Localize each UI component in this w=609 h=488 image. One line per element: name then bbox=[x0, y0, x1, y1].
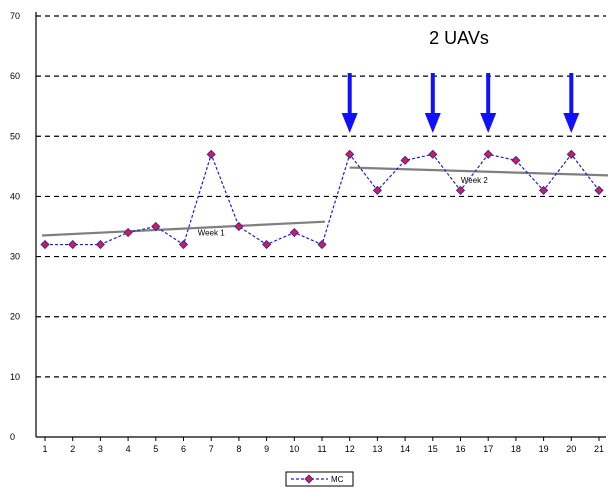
x-tick-label: 19 bbox=[539, 444, 549, 454]
arrow-head bbox=[563, 113, 580, 133]
series-point bbox=[317, 239, 327, 250]
y-tick-label: 60 bbox=[10, 71, 20, 81]
x-tick-label: 4 bbox=[126, 444, 131, 454]
arrow-shaft bbox=[347, 73, 352, 115]
y-tick-label: 30 bbox=[10, 252, 20, 262]
x-tick-label: 15 bbox=[428, 444, 438, 454]
series-point bbox=[262, 239, 272, 250]
x-tick-label: 1 bbox=[42, 444, 47, 454]
x-tick-label: 12 bbox=[345, 444, 355, 454]
x-tick-label: 14 bbox=[400, 444, 410, 454]
series-point bbox=[428, 149, 438, 159]
series-point bbox=[151, 221, 161, 232]
x-tick-label: 18 bbox=[511, 444, 521, 454]
y-tick-label: 20 bbox=[10, 312, 20, 322]
y-tick-label: 10 bbox=[10, 372, 20, 382]
x-tick-label: 9 bbox=[264, 444, 269, 454]
arrow-shaft bbox=[486, 73, 491, 115]
y-tick-label: 70 bbox=[10, 11, 20, 21]
x-tick-label: 2 bbox=[70, 444, 75, 454]
arrow-layer bbox=[341, 73, 580, 133]
trend-line bbox=[349, 166, 609, 177]
arrow-shaft bbox=[430, 73, 435, 115]
x-tick-label: 7 bbox=[209, 444, 214, 454]
x-tick-label: 5 bbox=[153, 444, 158, 454]
x-tick-label: 16 bbox=[455, 444, 465, 454]
series-point bbox=[539, 185, 549, 195]
series-point bbox=[372, 185, 382, 195]
series-point bbox=[511, 155, 521, 165]
series-layer bbox=[40, 149, 604, 250]
x-tick-label: 11 bbox=[317, 444, 326, 454]
y-tick-label: 50 bbox=[10, 131, 20, 141]
arrow-head bbox=[480, 113, 497, 133]
series-point bbox=[40, 239, 50, 250]
y-tick-label: 40 bbox=[10, 191, 20, 201]
trend-label: Week 1 bbox=[198, 229, 226, 238]
series-point bbox=[123, 227, 133, 238]
series-point bbox=[68, 239, 78, 250]
series-point bbox=[566, 149, 576, 159]
series-point bbox=[345, 149, 355, 159]
x-tick-label: 10 bbox=[289, 444, 299, 454]
trend-line bbox=[41, 220, 326, 237]
series-point bbox=[594, 185, 604, 195]
legend-frame bbox=[285, 471, 354, 487]
x-tick-label: 3 bbox=[98, 444, 103, 454]
legend-marker bbox=[304, 474, 314, 484]
x-tick-label: 6 bbox=[181, 444, 186, 454]
x-tick-label: 17 bbox=[483, 444, 493, 454]
series-point bbox=[289, 227, 299, 238]
legend-label: MC bbox=[331, 475, 344, 484]
legend: MC bbox=[285, 471, 354, 487]
x-tick-label: 13 bbox=[372, 444, 382, 454]
series-point bbox=[206, 149, 216, 159]
x-tick-label: 21 bbox=[594, 444, 604, 454]
arrow-head bbox=[341, 113, 358, 133]
series-point bbox=[455, 185, 466, 195]
arrow-shaft bbox=[569, 73, 574, 115]
x-tick-label: 8 bbox=[236, 444, 241, 454]
y-tick-label: 0 bbox=[10, 432, 15, 442]
series-point bbox=[234, 221, 244, 232]
chart-title: 2 UAVs bbox=[429, 28, 489, 48]
grid-layer bbox=[36, 15, 606, 378]
arrow-head bbox=[424, 113, 441, 133]
trend-layer: Week 1 Week 2 bbox=[41, 166, 609, 238]
series-point bbox=[483, 149, 493, 159]
trend-label: Week 2 bbox=[461, 176, 489, 185]
series-point bbox=[178, 239, 189, 250]
x-tick-label: 20 bbox=[566, 444, 576, 454]
series-point bbox=[95, 239, 105, 250]
series-point bbox=[400, 155, 410, 165]
